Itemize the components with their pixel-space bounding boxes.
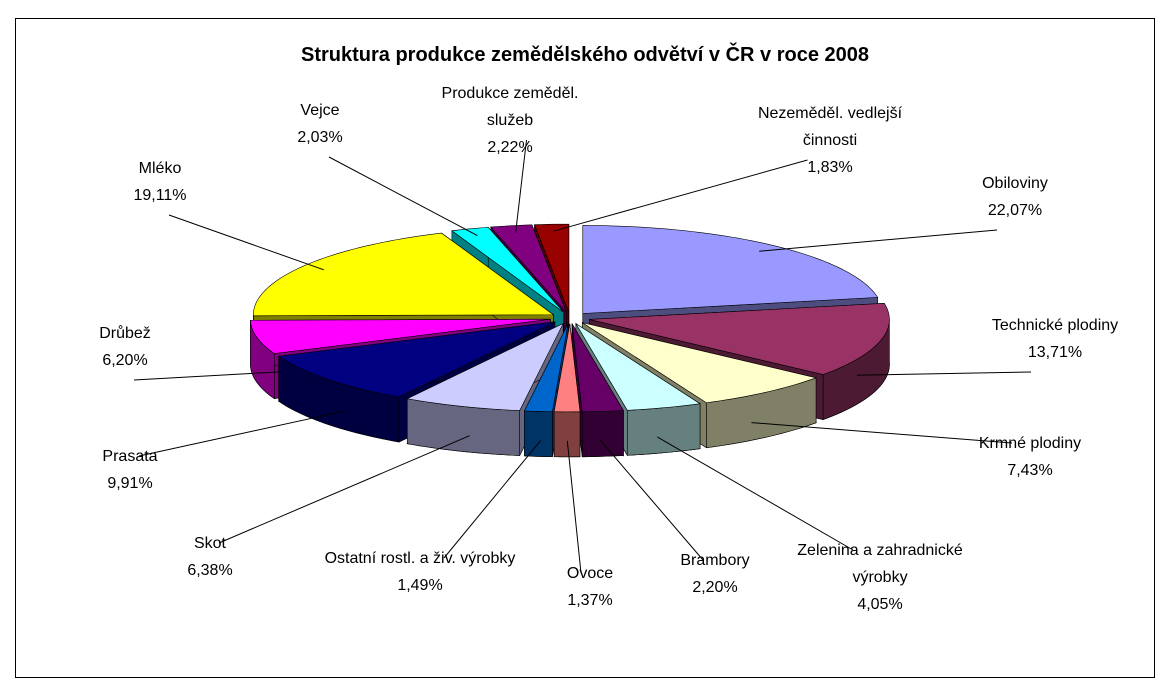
category-label: Zelenina a zahradnické výrobky <box>770 537 990 591</box>
category-label: Ostatní rostl. a živ. výrobky <box>320 545 520 572</box>
value-label: 22,07% <box>935 197 1095 224</box>
value-label: 1,83% <box>735 154 925 181</box>
leader-line <box>600 440 703 560</box>
leader-line <box>657 437 853 550</box>
leader-line <box>444 440 541 558</box>
value-label: 6,20% <box>75 347 175 374</box>
value-label: 9,91% <box>80 470 180 497</box>
value-label: 2,20% <box>655 574 775 601</box>
value-label: 19,11% <box>110 182 210 209</box>
value-label: 4,05% <box>770 591 990 618</box>
leader-line <box>329 157 477 236</box>
category-label: Krmné plodiny <box>950 430 1110 457</box>
leader-line <box>169 215 324 270</box>
category-label: Drůbež <box>75 320 175 347</box>
leader-line <box>759 230 997 251</box>
category-label: Skot <box>160 530 260 557</box>
slice-wall <box>524 411 552 457</box>
value-label: 6,38% <box>160 557 260 584</box>
category-label: Prasata <box>80 443 180 470</box>
category-label: Vejce <box>270 97 370 124</box>
value-label: 13,71% <box>955 339 1155 366</box>
chart-title: Struktura produkce zemědělského odvětví … <box>0 44 1170 67</box>
slice-wall <box>627 404 700 456</box>
category-label: Brambory <box>655 547 775 574</box>
value-label: 7,43% <box>950 457 1110 484</box>
slice-wall <box>582 411 623 457</box>
value-label: 2,03% <box>270 124 370 151</box>
category-label: Mléko <box>110 155 210 182</box>
leader-line <box>567 441 581 573</box>
category-label: Obiloviny <box>935 170 1095 197</box>
page: Struktura produkce zemědělského odvětví … <box>0 0 1170 661</box>
slice-wall <box>554 412 580 457</box>
category-label: Ovoce <box>540 560 640 587</box>
value-label: 1,37% <box>540 587 640 614</box>
leader-line <box>219 436 470 543</box>
category-label: Nezeměděl. vedlejší činnosti <box>735 100 925 154</box>
value-label: 1,49% <box>320 572 520 599</box>
category-label: Produkce zeměděl. služeb <box>435 80 585 134</box>
value-label: 2,22% <box>435 134 585 161</box>
category-label: Technické plodiny <box>955 312 1155 339</box>
